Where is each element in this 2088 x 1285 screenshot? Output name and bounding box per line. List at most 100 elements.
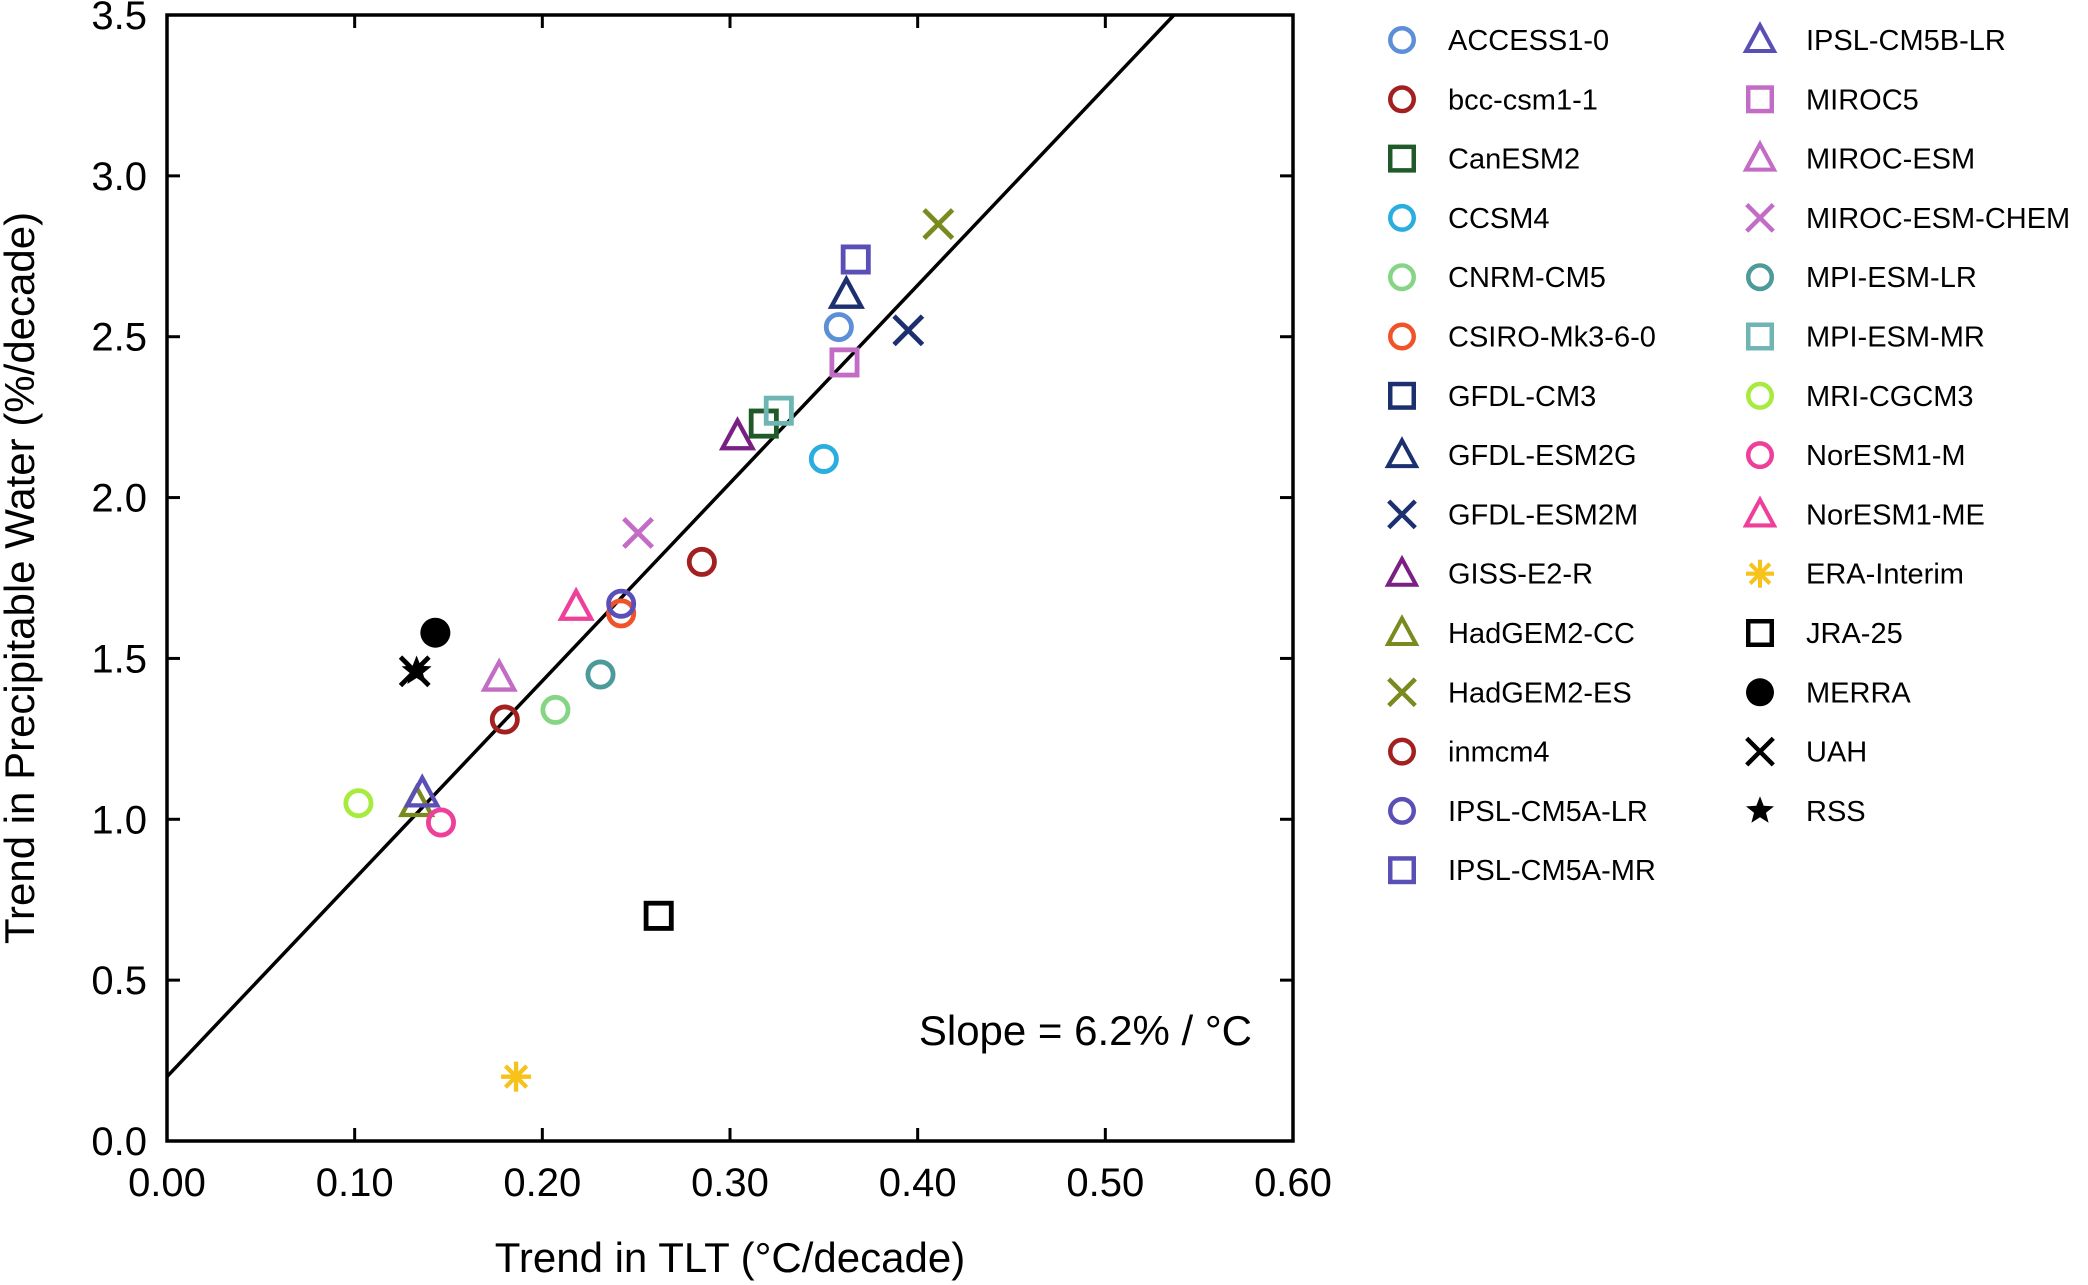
legend-marker <box>1745 736 1775 767</box>
legend-label: ACCESS1-0 <box>1448 25 1609 57</box>
legend-item-gfdl-esm2g: GFDL-ESM2G <box>1384 436 1637 472</box>
legend-item-mpi-esm-mr: MPI-ESM-MR <box>1745 322 1985 354</box>
legend-marker <box>1742 139 1778 172</box>
legend-marker <box>1387 144 1416 173</box>
legend-item-bcc-csm1-1: bcc-csm1-1 <box>1387 84 1598 116</box>
data-point-gfdl-esm2m <box>892 314 925 347</box>
legend-label: MPI-ESM-MR <box>1806 322 1985 354</box>
legend-label: CanESM2 <box>1448 144 1580 176</box>
legend-label: MIROC-ESM-CHEM <box>1806 203 2070 235</box>
legend-label: NorESM1-M <box>1806 440 1966 472</box>
legend-label: MPI-ESM-LR <box>1806 262 1977 294</box>
legend-item-rss: RSS <box>1746 796 1866 828</box>
legend-marker <box>1387 796 1416 825</box>
legend-marker <box>1387 856 1416 885</box>
data-point-mpi-esm-lr <box>585 659 616 690</box>
x-tick-label: 0.50 <box>1066 1161 1144 1205</box>
legend-marker <box>1384 614 1420 647</box>
legend-item-miroc-esm: MIROC-ESM <box>1742 139 1975 176</box>
x-axis-title: Trend in TLT (°C/decade) <box>495 1234 965 1281</box>
legend-label: NorESM1-ME <box>1806 499 1985 531</box>
data-points <box>343 208 955 1092</box>
legend-item-noresm1-m: NorESM1-M <box>1745 440 1966 472</box>
legend-marker <box>1384 554 1420 587</box>
legend-label: bcc-csm1-1 <box>1448 84 1598 116</box>
legend-label: HadGEM2-CC <box>1448 618 1635 650</box>
legend-label: HadGEM2-ES <box>1448 677 1632 709</box>
legend-marker <box>1384 436 1420 469</box>
legend-label: MERRA <box>1806 677 1911 709</box>
legend-item-giss-e2-r: GISS-E2-R <box>1384 554 1593 591</box>
y-tick-label: 1.0 <box>91 798 147 842</box>
legend-label: GFDL-ESM2M <box>1448 499 1638 531</box>
legend-label: ERA-Interim <box>1806 559 1964 591</box>
legend-item-cnrm-cm5: CNRM-CM5 <box>1387 262 1606 294</box>
legend-label: JRA-25 <box>1806 618 1903 650</box>
legend-item-ipsl-cm5b-lr: IPSL-CM5B-LR <box>1742 21 2006 57</box>
legend-label: IPSL-CM5B-LR <box>1806 25 2006 57</box>
legend: ACCESS1-0 bcc-csm1-1 CanESM2 CCSM4 CNRM-CM5 C… <box>1384 21 2070 887</box>
legend-marker <box>1387 263 1416 292</box>
legend-marker <box>1746 559 1774 588</box>
y-axis: 0.0 0.5 1.0 1.5 2.0 2.5 3.0 3.5 <box>91 0 1293 1164</box>
legend-marker <box>1387 25 1416 55</box>
data-point-ccsm4 <box>808 443 839 474</box>
data-point-ipsl-cm5a-mr <box>840 244 871 275</box>
x-tick-label: 0.10 <box>316 1161 394 1205</box>
data-point-miroc-esm <box>480 657 518 692</box>
y-tick-label: 1.5 <box>91 637 147 681</box>
legend-marker <box>1745 85 1774 114</box>
legend-item-noresm1-me: NorESM1-ME <box>1742 495 1985 531</box>
legend-marker <box>1745 381 1774 410</box>
legend-label: MIROC5 <box>1806 84 1919 116</box>
legend-label: CCSM4 <box>1448 203 1550 235</box>
legend-item-jra-25: JRA-25 <box>1745 618 1903 650</box>
y-axis-title: Trend in Precipitable Water (%/decade) <box>0 212 43 944</box>
legend-item-access1-0: ACCESS1-0 <box>1387 25 1609 57</box>
data-point-cnrm-cm5 <box>540 694 571 725</box>
legend-marker <box>1742 21 1778 54</box>
legend-marker <box>1387 499 1417 530</box>
legend-label: MRI-CGCM3 <box>1806 381 1974 413</box>
legend-label: CNRM-CM5 <box>1448 262 1606 294</box>
data-point-mpi-esm-mr <box>763 395 794 426</box>
legend-item-hadgem2-cc: HadGEM2-CC <box>1384 614 1635 650</box>
slope-annotation: Slope = 6.2% / °C <box>919 1007 1252 1054</box>
legend-marker <box>1745 618 1774 647</box>
legend-label: GFDL-CM3 <box>1448 381 1596 413</box>
legend-item-ipsl-cm5a-mr: IPSL-CM5A-MR <box>1387 855 1656 887</box>
legend-marker <box>1387 737 1416 766</box>
legend-item-hadgem2-es: HadGEM2-ES <box>1387 677 1632 709</box>
data-point-mri-cgcm3 <box>343 788 374 819</box>
x-tick-label: 0.60 <box>1254 1161 1332 1205</box>
x-tick-label: 0.00 <box>128 1161 206 1205</box>
legend-item-mpi-esm-lr: MPI-ESM-LR <box>1745 262 1977 294</box>
legend-item-inmcm4: inmcm4 <box>1387 737 1550 769</box>
legend-label: GISS-E2-R <box>1448 559 1593 591</box>
data-point-csiro-mk3-6-0 <box>606 598 637 629</box>
data-point-ipsl-cm5a-lr <box>606 588 637 619</box>
data-point-era-interim <box>501 1061 532 1092</box>
legend-item-gfdl-esm2m: GFDL-ESM2M <box>1387 499 1638 531</box>
data-point-giss-e2-r <box>718 416 757 451</box>
legend-item-miroc5: MIROC5 <box>1745 84 1919 116</box>
legend-item-ccsm4: CCSM4 <box>1387 203 1550 235</box>
legend-item-csiro-mk3-6-0: CSIRO-Mk3-6-0 <box>1387 322 1656 354</box>
legend-marker <box>1745 203 1775 233</box>
data-point-bcc-csm1-1 <box>686 546 717 577</box>
y-tick-label: 2.5 <box>91 316 147 360</box>
data-point-merra <box>420 617 451 648</box>
legend-label: IPSL-CM5A-LR <box>1448 796 1648 828</box>
legend-item-merra: MERRA <box>1746 677 1911 709</box>
y-tick-label: 0.0 <box>91 1120 147 1164</box>
y-tick-label: 2.0 <box>91 477 147 521</box>
legend-marker <box>1745 322 1774 351</box>
legend-marker <box>1745 441 1774 470</box>
y-tick-label: 3.0 <box>91 155 147 199</box>
data-point-hadgem2-es <box>922 208 955 241</box>
x-tick-label: 0.30 <box>691 1161 769 1205</box>
data-point-noresm1-me <box>557 586 595 621</box>
legend-marker <box>1387 322 1416 351</box>
x-tick-label: 0.20 <box>503 1161 581 1205</box>
